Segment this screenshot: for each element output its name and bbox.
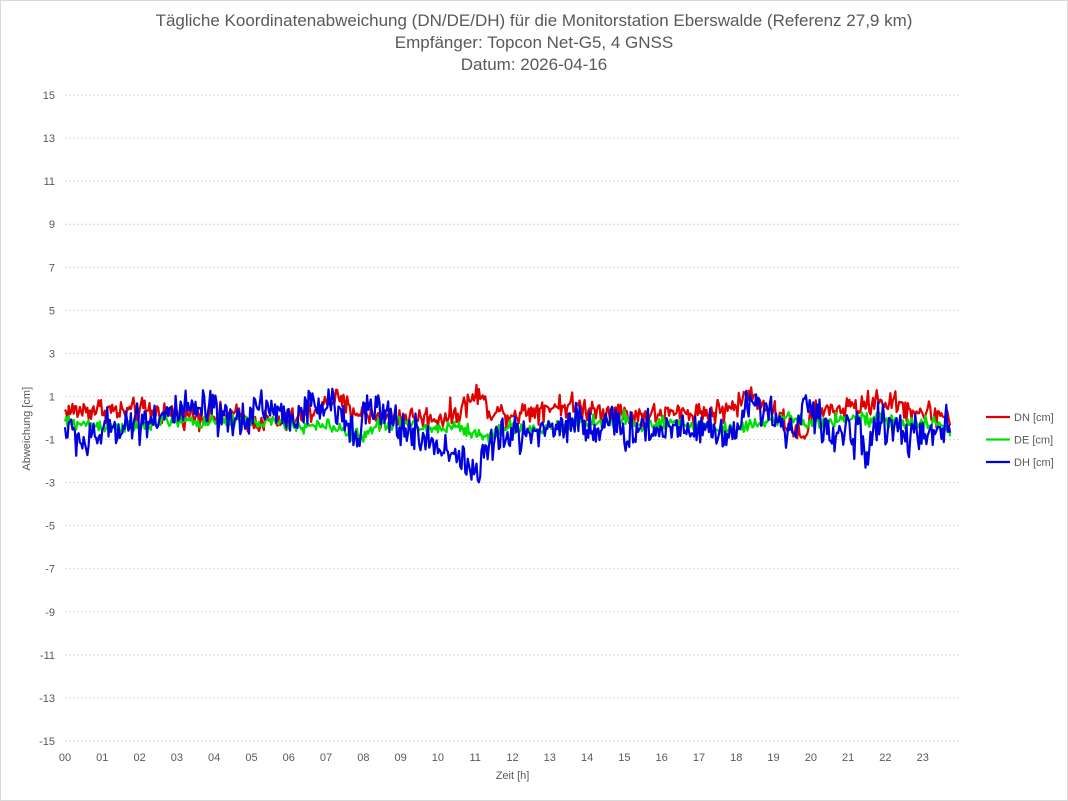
x-tick-label: 04 xyxy=(208,752,220,764)
grid-lines xyxy=(65,94,960,742)
chart-subtitle-receiver: Empfänger: Topcon Net-G5, 4 GNSS xyxy=(394,33,674,52)
x-tick-label: 13 xyxy=(544,752,556,764)
x-tick-label: 07 xyxy=(320,752,332,764)
y-tick-labels: 15 13 11 9 7 5 3 1 -1 -3 -5 -7 -9 -11 -13 -15 xyxy=(39,90,55,748)
legend-label: DE [cm] xyxy=(1014,435,1053,447)
x-tick-label: 03 xyxy=(171,752,183,764)
x-tick-label: 22 xyxy=(879,752,891,764)
x-tick-label: 08 xyxy=(357,752,369,764)
x-tick-label: 21 xyxy=(842,752,854,764)
series-line xyxy=(63,387,952,484)
x-tick-label: 18 xyxy=(730,752,742,764)
x-tick-label: 11 xyxy=(469,752,480,764)
x-tick-label: 19 xyxy=(767,752,779,764)
y-tick-label: 5 xyxy=(49,305,55,317)
x-tick-label: 09 xyxy=(395,752,407,764)
x-tick-label: 12 xyxy=(506,752,518,764)
x-tick-label: 10 xyxy=(432,752,444,764)
x-tick-label: 23 xyxy=(917,752,929,764)
y-tick-label: -9 xyxy=(45,607,55,619)
y-tick-label: -11 xyxy=(40,650,55,662)
legend-label: DH [cm] xyxy=(1014,457,1054,469)
x-tick-label: 05 xyxy=(245,752,257,764)
y-axis-label: Abweichung [cm] xyxy=(21,387,33,471)
y-tick-label: 1 xyxy=(49,391,55,403)
x-tick-label: 02 xyxy=(133,752,145,764)
legend: DN [cm] DE [cm] DH [cm] xyxy=(986,412,1054,469)
y-tick-label: -3 xyxy=(45,478,55,490)
legend-label: DN [cm] xyxy=(1014,412,1054,424)
y-tick-label: 3 xyxy=(49,348,55,360)
x-axis-label: Zeit [h] xyxy=(496,770,530,782)
x-tick-label: 16 xyxy=(656,752,668,764)
x-tick-label: 20 xyxy=(805,752,817,764)
x-tick-label: 17 xyxy=(693,752,705,764)
y-tick-label: 9 xyxy=(49,219,55,231)
series-line xyxy=(63,409,952,445)
y-tick-label: -13 xyxy=(39,693,55,705)
x-tick-label: 00 xyxy=(59,752,71,764)
y-tick-label: 13 xyxy=(43,133,55,145)
x-tick-label: 14 xyxy=(581,752,593,764)
x-tick-label: 01 xyxy=(96,752,108,764)
x-tick-label: 06 xyxy=(283,752,295,764)
y-tick-label: 7 xyxy=(49,262,55,274)
y-tick-label: -5 xyxy=(45,521,55,533)
y-tick-label: 11 xyxy=(44,176,55,188)
y-tick-label: -7 xyxy=(45,564,55,576)
y-tick-label: -1 xyxy=(45,435,55,447)
x-tick-label: 15 xyxy=(618,752,630,764)
x-tick-labels: 00 01 02 03 04 05 06 07 08 09 10 11 12 13 14 15 16 17 18 19… xyxy=(59,752,929,764)
chart-title: Tägliche Koordinatenabweichung (DN/DE/DH… xyxy=(155,11,913,30)
series-lines xyxy=(63,383,952,484)
chart-subtitle-date: Datum: 2026-04-16 xyxy=(460,55,608,74)
y-tick-label: 15 xyxy=(43,90,55,102)
chart-title-block: Tägliche Koordinatenabweichung (DN/DE/DH… xyxy=(0,10,1068,76)
y-tick-label: -15 xyxy=(39,736,55,748)
